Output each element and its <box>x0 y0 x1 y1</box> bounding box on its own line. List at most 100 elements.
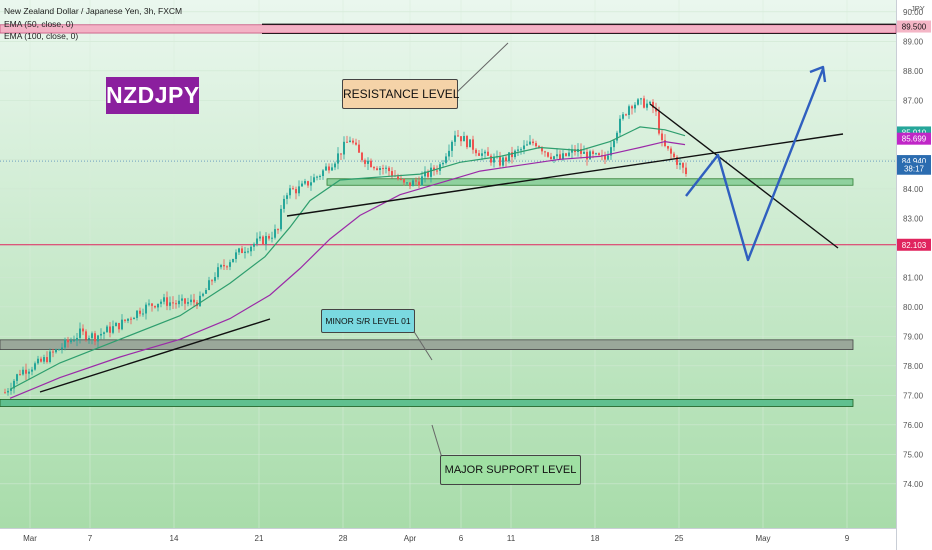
candle-body <box>598 153 600 156</box>
candle-body <box>310 182 312 186</box>
candle-body <box>652 101 654 108</box>
price-badge[interactable]: 85.699 <box>897 132 931 145</box>
candle-body <box>658 111 660 134</box>
candle-body <box>610 147 612 156</box>
candle-body <box>217 267 219 278</box>
candle-body <box>418 181 420 186</box>
y-tick-label: 74.00 <box>903 480 924 489</box>
price-badge-label: 89.500 <box>902 23 927 32</box>
candle-body <box>145 304 147 314</box>
resistance-pointer <box>455 42 509 94</box>
major-support-pointer <box>431 424 443 459</box>
candle-body <box>13 380 15 389</box>
candle-body <box>412 180 414 187</box>
y-tick-label: 87.00 <box>903 96 924 105</box>
candle-body <box>22 369 24 375</box>
candle-body <box>103 332 105 334</box>
x-tick-label: 18 <box>591 534 600 543</box>
candle-body <box>61 347 63 350</box>
candle-body <box>169 302 171 306</box>
candle-body <box>439 164 441 171</box>
candle-body <box>409 182 411 187</box>
candle-body <box>328 166 330 171</box>
candle-body <box>286 195 288 199</box>
y-tick-label: 78.00 <box>903 362 924 371</box>
candle-body <box>490 155 492 163</box>
candle-body <box>298 186 300 194</box>
price-badge[interactable]: 38:17 <box>897 162 931 175</box>
y-tick-label: 88.00 <box>903 67 924 76</box>
candle-body <box>538 146 540 148</box>
ema100-legend[interactable]: EMA (100, close, 0) <box>4 31 79 41</box>
candle-body <box>52 351 54 353</box>
time-axis-background <box>0 528 896 550</box>
candle-body <box>97 335 99 342</box>
candle-body <box>292 188 294 190</box>
candle-body <box>421 176 423 186</box>
candle-body <box>73 340 75 342</box>
candle-body <box>622 114 624 119</box>
candle-body <box>109 326 111 333</box>
candle-body <box>235 252 237 259</box>
candle-body <box>382 168 384 170</box>
candle-body <box>376 168 378 170</box>
symbol-title: New Zealand Dollar / Japanese Yen, 3h, F… <box>4 6 183 16</box>
candle-body <box>511 152 513 158</box>
descending-trendline <box>649 103 839 249</box>
ema50-legend[interactable]: EMA (50, close, 0) <box>4 19 74 29</box>
candle-body <box>250 246 252 252</box>
x-tick-label: 14 <box>170 534 179 543</box>
candle-body <box>379 168 381 170</box>
y-tick-label: 83.00 <box>903 214 924 223</box>
candle-body <box>265 235 267 245</box>
candle-body <box>172 302 174 304</box>
candle-body <box>391 171 393 176</box>
candle-body <box>226 266 228 268</box>
candle-body <box>562 153 564 160</box>
candle-body <box>199 295 201 306</box>
candle-body <box>484 151 486 154</box>
candle-body <box>37 358 39 364</box>
candle-body <box>301 183 303 187</box>
candle-body <box>640 98 642 100</box>
candle-body <box>289 188 291 196</box>
x-tick-label: 28 <box>339 534 348 543</box>
candle-body <box>352 140 354 143</box>
candle-body <box>193 299 195 303</box>
candle-body <box>628 106 630 116</box>
candle-body <box>493 157 495 163</box>
x-tick-label: 6 <box>459 534 464 543</box>
candle-body <box>685 167 687 174</box>
candle-body <box>136 310 138 318</box>
candle-body <box>25 369 27 374</box>
candle-body <box>247 251 249 253</box>
candle-body <box>220 265 222 268</box>
minor-sr-label: MINOR S/R LEVEL 01 <box>321 309 415 333</box>
candle-body <box>184 298 186 304</box>
candle-body <box>7 390 9 393</box>
candle-body <box>451 141 453 151</box>
candle-body <box>619 118 621 133</box>
price-badge-bg <box>897 162 931 175</box>
lower-trendline <box>39 318 271 393</box>
price-badge[interactable]: 89.500 <box>897 20 931 33</box>
candle-body <box>313 177 315 183</box>
price-badge-bg <box>897 238 931 251</box>
candle-body <box>151 303 153 306</box>
price-badge-bg <box>897 132 931 145</box>
candle-body <box>487 151 489 156</box>
x-tick-label: 25 <box>675 534 684 543</box>
candle-body <box>322 170 324 177</box>
price-badge[interactable]: 82.103 <box>897 238 931 251</box>
candle-body <box>454 135 456 142</box>
candle-body <box>385 167 387 169</box>
candle-body <box>337 153 339 164</box>
price-badge-label: 84.940 <box>902 157 927 166</box>
candle-body <box>580 149 582 154</box>
candle-body <box>361 152 363 161</box>
y-tick-label: 89.00 <box>903 37 924 46</box>
candle-body <box>316 176 318 178</box>
candle-body <box>241 248 243 254</box>
candle-body <box>274 229 276 238</box>
x-tick-label: 21 <box>255 534 264 543</box>
